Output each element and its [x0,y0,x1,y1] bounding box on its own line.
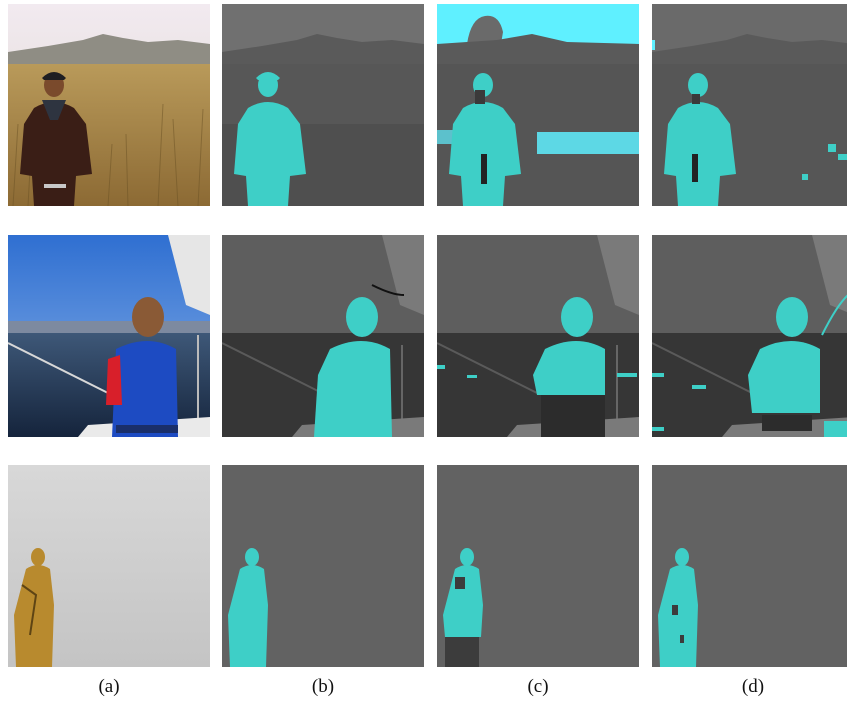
row1-ground-truth-mask [222,4,424,206]
row2-method-d-result [652,235,847,437]
row1-method-d-result [652,4,847,206]
row1-method-c-result [437,4,639,206]
caption-b: (b) [311,676,335,697]
row2-method-c-result [437,235,639,437]
row3-method-c-result [437,465,639,667]
row3-method-d-result [652,465,847,667]
caption-d: (d) [741,676,765,697]
caption-c: (c) [527,676,549,697]
row3-ground-truth-mask [222,465,424,667]
row2-ground-truth-mask [222,235,424,437]
row2-original-image [8,235,210,437]
row3-original-image [8,465,210,667]
row1-original-image [8,4,210,206]
caption-a: (a) [98,676,120,697]
